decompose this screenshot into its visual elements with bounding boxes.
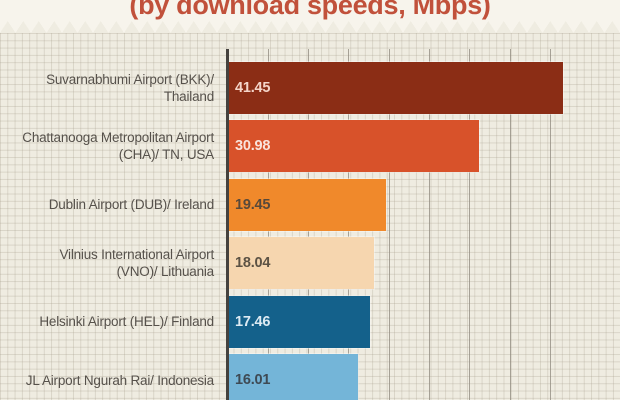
bar-value-label: 18.04 <box>235 255 271 272</box>
category-label: Vilnius International Airport (VNO)/ Lith… <box>0 237 214 289</box>
bar-row: Helsinki Airport (HEL)/ Finland 17.46 <box>0 295 620 348</box>
category-label-line: Helsinki Airport (HEL)/ Finland <box>39 314 214 330</box>
category-label: Chattanooga Metropolitan Airport (CHA)/ T… <box>0 120 214 172</box>
bar-value-label: 30.98 <box>235 138 271 155</box>
major-gridline <box>429 49 430 400</box>
torn-paper-edge <box>0 21 620 33</box>
bar: 41.45 <box>229 62 564 114</box>
major-gridline <box>388 49 390 400</box>
bar-value-label: 17.46 <box>235 313 271 330</box>
major-gridline <box>549 49 551 400</box>
category-label-line: JL Airport Ngurah Rai/ Indonesia <box>25 372 214 388</box>
category-label-line: (CHA)/ TN, USA <box>118 147 214 163</box>
category-label: Dublin Airport (DUB)/ Ireland <box>0 179 214 231</box>
bar-row: Chattanooga Metropolitan Airport (CHA)/ T… <box>0 120 620 173</box>
category-label: Suvarnabhumi Airport (BKK)/ Thailand <box>0 62 214 114</box>
bar: 30.98 <box>229 120 479 173</box>
y-axis-line <box>226 49 229 400</box>
bar-row: Vilnius International Airport (VNO)/ Lith… <box>0 237 620 290</box>
bar-row: Dublin Airport (DUB)/ Ireland 19.45 <box>0 178 620 231</box>
category-label-line: Chattanooga Metropolitan Airport <box>22 130 214 146</box>
bar-value-label: 16.01 <box>235 372 271 388</box>
category-label-line: Thailand <box>163 89 214 104</box>
bar: 18.04 <box>229 237 375 290</box>
category-label-line: Dublin Airport (DUB)/ Ireland <box>48 197 214 213</box>
category-label-line: (VNO)/ Lithuania <box>116 264 215 280</box>
major-gridline <box>509 49 511 400</box>
bar-row: Suvarnabhumi Airport (BKK)/ Thailand 41.45 <box>0 62 620 114</box>
category-label: Helsinki Airport (HEL)/ Finland <box>0 296 214 348</box>
category-label-line: Suvarnabhumi Airport (BKK)/ <box>46 72 214 87</box>
category-label: JL Airport Ngurah Rai/ Indonesia <box>0 354 214 400</box>
bar-value-label: 19.45 <box>235 196 271 213</box>
major-gridline <box>469 49 471 400</box>
bar: 17.46 <box>229 295 370 348</box>
bar: 19.45 <box>229 178 386 231</box>
category-label-line: Vilnius International Airport <box>59 247 214 263</box>
chart-title: (by download speeds, Mbps) <box>129 0 491 20</box>
bar-row: JL Airport Ngurah Rai/ Indonesia 16.01 <box>0 354 620 400</box>
bar-value-label: 41.45 <box>235 80 271 96</box>
bar: 16.01 <box>229 354 359 400</box>
